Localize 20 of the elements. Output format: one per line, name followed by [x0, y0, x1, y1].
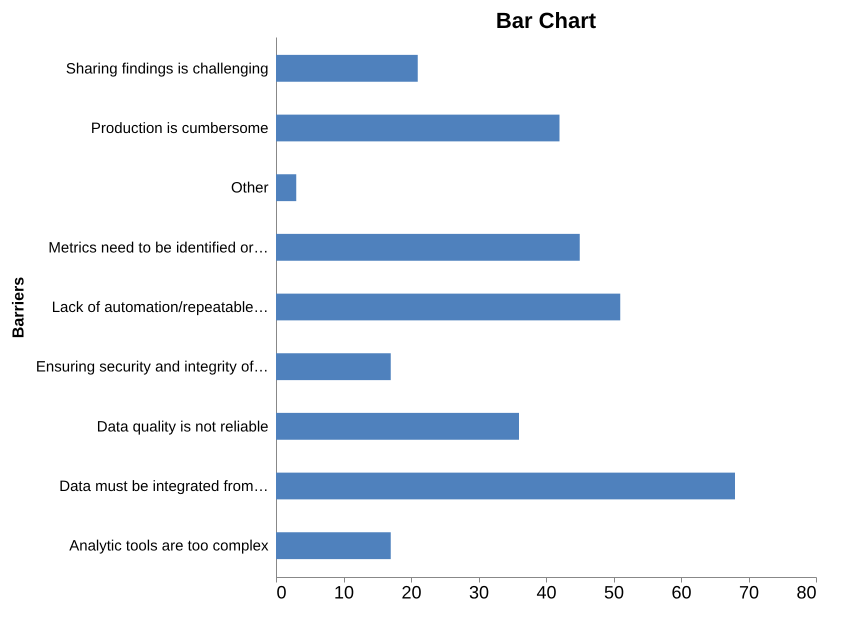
- y-tick-label: Production is cumbersome: [90, 120, 268, 137]
- y-tick-label: Sharing findings is challenging: [66, 60, 268, 78]
- x-tick-label: 50: [604, 582, 624, 602]
- y-tick-label: Ensuring security and integrity of…: [36, 358, 268, 376]
- y-tick-label: Other: [230, 180, 269, 197]
- x-tick-label: 10: [334, 582, 354, 602]
- x-tick-label: 60: [671, 582, 692, 602]
- y-tick-label: Lack of automation/repeatable…: [52, 299, 268, 316]
- y-axis-title: Barriers: [10, 276, 28, 338]
- x-tick-label: 40: [536, 582, 557, 602]
- x-tick-label: 20: [401, 582, 422, 602]
- x-tick-label: 30: [468, 582, 490, 602]
- y-tick-label: Metrics need to be identified or…: [48, 239, 268, 256]
- y-tick-label: Analytic tools are too complex: [69, 538, 269, 555]
- x-tick-label: 70: [738, 582, 760, 602]
- y-tick-label: Data quality is not reliable: [96, 418, 268, 436]
- x-tick-label: 0: [276, 582, 287, 602]
- chart-title: Bar Chart: [496, 8, 597, 33]
- y-tick-label: Data must be integrated from…: [59, 478, 268, 496]
- x-tick-label: 80: [796, 582, 816, 602]
